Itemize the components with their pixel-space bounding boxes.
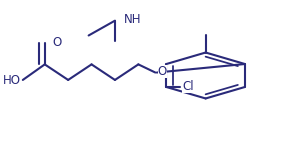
Text: O: O — [158, 65, 167, 78]
Text: HO: HO — [3, 74, 21, 87]
Text: NH: NH — [124, 13, 141, 26]
Text: O: O — [52, 36, 61, 49]
Text: Cl: Cl — [182, 80, 194, 93]
